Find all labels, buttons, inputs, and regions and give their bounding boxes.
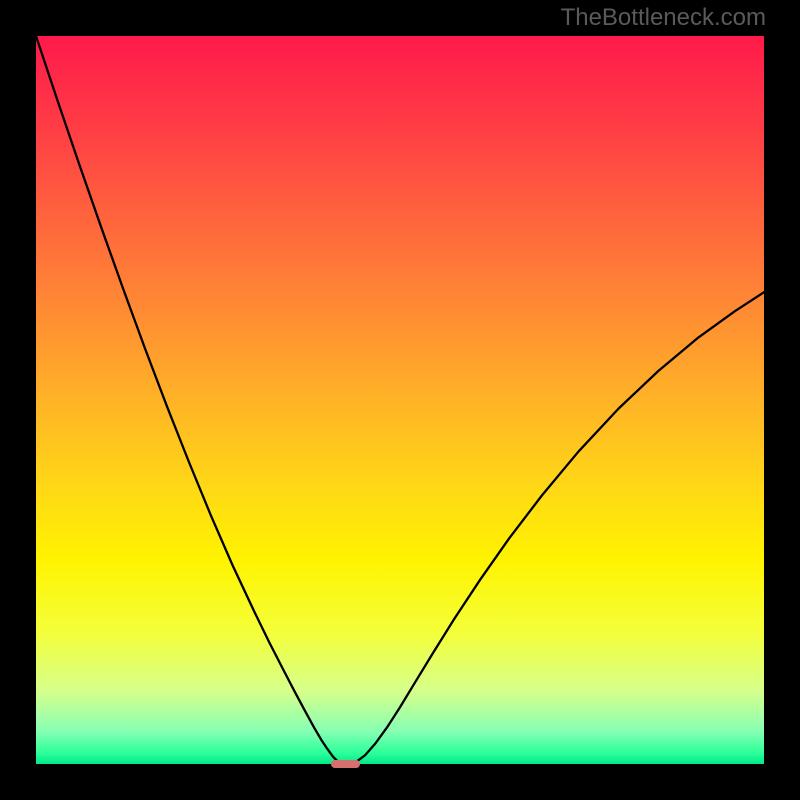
bottleneck-curve xyxy=(36,36,764,764)
chart-container: TheBottleneck.com xyxy=(0,0,800,800)
minimum-marker xyxy=(331,760,360,769)
watermark-text: TheBottleneck.com xyxy=(561,4,766,32)
bottleneck-curve-svg xyxy=(36,36,764,764)
plot-area xyxy=(36,36,764,764)
